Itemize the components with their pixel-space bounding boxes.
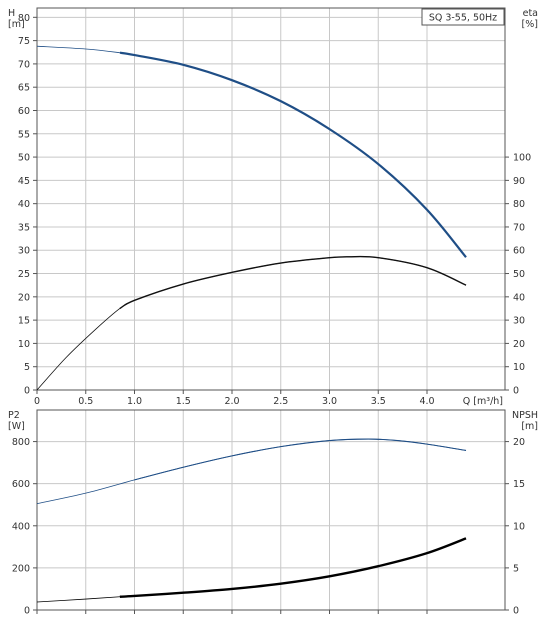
left-tick-label: 60 xyxy=(18,106,30,117)
right-axis-title: eta xyxy=(523,8,538,19)
series-1-1 xyxy=(37,538,466,602)
right-axis-unit: [m] xyxy=(521,421,538,432)
left-tick-label: 70 xyxy=(18,59,30,70)
x-tick-label: 0.5 xyxy=(78,396,93,407)
x-tick-label: 3.5 xyxy=(371,396,386,407)
x-tick-label: 2.5 xyxy=(273,396,288,407)
left-tick-label: 800 xyxy=(12,437,30,448)
right-tick-label: 0 xyxy=(513,606,519,617)
right-axis-unit: [%] xyxy=(522,19,538,30)
left-tick-label: 400 xyxy=(12,521,30,532)
right-tick-label: 60 xyxy=(513,246,525,257)
series-curve xyxy=(37,538,466,602)
x-tick-label: 3.0 xyxy=(322,396,337,407)
power-npsh-panel: 0 200 400 600 800 0 5 10 15 20 P2[W] NPSH[m] xyxy=(8,410,538,617)
left-tick-label: 55 xyxy=(18,129,30,140)
vertical-grid xyxy=(86,410,427,610)
head-efficiency-panel: 0 5 10 15 20 25 30 35 40 45 50 55 60 65 70 75 80 0 10 20 30 4… xyxy=(8,8,538,407)
left-tick-label: 65 xyxy=(18,83,30,94)
right-tick-label: 20 xyxy=(513,339,525,350)
right-tick-label: 15 xyxy=(513,479,525,490)
right-tick-label: 90 xyxy=(513,176,525,187)
series-0-1 xyxy=(37,257,466,390)
left-tick-label: 200 xyxy=(12,563,30,574)
right-tick-label: 5 xyxy=(513,563,519,574)
plot-frame xyxy=(37,8,505,390)
left-tick-label: 45 xyxy=(18,176,30,187)
plot-frame xyxy=(37,410,505,610)
series-1-0 xyxy=(37,439,466,504)
left-tick-label: 75 xyxy=(18,36,30,47)
series-curve-operating xyxy=(120,257,466,309)
series-curve xyxy=(37,46,466,257)
right-tick-label: 100 xyxy=(513,153,531,164)
x-axis xyxy=(37,610,427,614)
right-tick-label: 30 xyxy=(513,316,525,327)
left-axis-unit: [W] xyxy=(8,421,25,432)
series-0-0 xyxy=(37,46,466,257)
horizontal-grid xyxy=(37,17,505,366)
right-tick-label: 0 xyxy=(513,386,519,397)
chart-title-box: SQ 3-55, 50Hz xyxy=(422,9,504,25)
left-tick-label: 0 xyxy=(24,386,30,397)
right-axis: 0 5 10 15 20 xyxy=(505,437,525,616)
right-axis: 0 10 20 30 40 50 60 70 80 90 100 xyxy=(505,153,531,397)
right-tick-label: 40 xyxy=(513,292,525,303)
right-tick-label: 50 xyxy=(513,269,525,280)
left-tick-label: 40 xyxy=(18,199,30,210)
left-tick-label: 30 xyxy=(18,246,30,257)
left-axis-title: P2 xyxy=(8,410,20,421)
x-axis: 0 0.5 1.0 1.5 2.0 2.5 3.0 3.5 4.0 Q [m³/h] xyxy=(34,390,503,407)
left-tick-label: 10 xyxy=(18,339,30,350)
x-tick-label: 2.0 xyxy=(224,396,239,407)
left-tick-label: 15 xyxy=(18,316,30,327)
right-tick-label: 70 xyxy=(513,222,525,233)
left-tick-label: 5 xyxy=(24,362,30,373)
left-axis-unit: [m] xyxy=(8,19,25,30)
horizontal-grid xyxy=(37,442,505,568)
left-tick-label: 0 xyxy=(24,606,30,617)
left-tick-label: 600 xyxy=(12,479,30,490)
chart-title: SQ 3-55, 50Hz xyxy=(429,13,497,24)
right-tick-label: 10 xyxy=(513,362,525,373)
vertical-grid xyxy=(86,8,427,390)
x-axis-label: Q [m³/h] xyxy=(463,396,503,407)
series-curve xyxy=(37,439,466,504)
left-tick-label: 50 xyxy=(18,153,30,164)
right-tick-label: 80 xyxy=(513,199,525,210)
x-tick-label: 4.0 xyxy=(419,396,434,407)
right-tick-label: 20 xyxy=(513,437,525,448)
x-tick-label: 1.0 xyxy=(127,396,142,407)
left-axis: 0 200 400 600 800 xyxy=(12,437,37,616)
series-curve xyxy=(37,257,466,390)
left-axis-title: H xyxy=(8,8,15,19)
left-tick-label: 20 xyxy=(18,292,30,303)
series-curve-operating xyxy=(135,439,467,480)
left-tick-label: 35 xyxy=(18,222,30,233)
right-tick-label: 10 xyxy=(513,521,525,532)
x-tick-label: 0 xyxy=(34,396,40,407)
x-tick-label: 1.5 xyxy=(176,396,191,407)
left-tick-label: 25 xyxy=(18,269,30,280)
right-axis-title: NPSH xyxy=(512,410,538,421)
